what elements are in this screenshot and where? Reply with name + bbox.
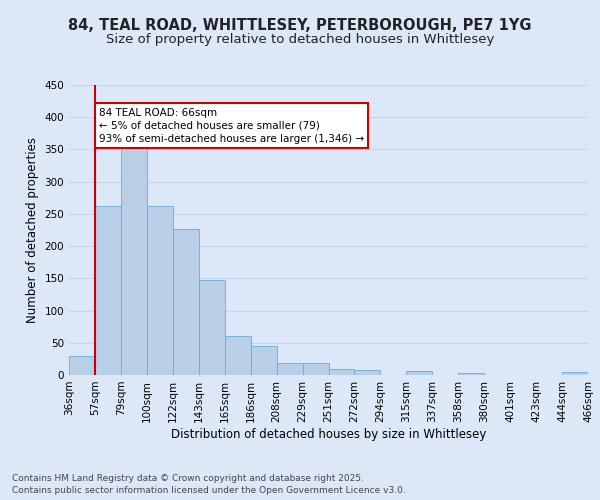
Text: 84 TEAL ROAD: 66sqm
← 5% of detached houses are smaller (79)
93% of semi-detache: 84 TEAL ROAD: 66sqm ← 5% of detached hou… xyxy=(99,108,364,144)
Bar xyxy=(95,206,121,375)
Bar xyxy=(458,373,484,375)
Bar xyxy=(199,280,224,375)
Bar xyxy=(562,372,588,375)
Bar xyxy=(406,371,432,375)
Text: 84, TEAL ROAD, WHITTLESEY, PETERBOROUGH, PE7 1YG: 84, TEAL ROAD, WHITTLESEY, PETERBOROUGH,… xyxy=(68,18,532,32)
Text: Contains HM Land Registry data © Crown copyright and database right 2025.
Contai: Contains HM Land Registry data © Crown c… xyxy=(12,474,406,495)
Bar xyxy=(355,370,380,375)
Bar xyxy=(173,230,199,375)
Y-axis label: Number of detached properties: Number of detached properties xyxy=(26,137,39,323)
Bar xyxy=(302,364,329,375)
Bar xyxy=(147,206,173,375)
Bar xyxy=(277,364,302,375)
Bar xyxy=(225,336,251,375)
Bar xyxy=(251,346,277,375)
Bar xyxy=(329,368,355,375)
Bar xyxy=(121,136,147,375)
Text: Size of property relative to detached houses in Whittlesey: Size of property relative to detached ho… xyxy=(106,32,494,46)
X-axis label: Distribution of detached houses by size in Whittlesey: Distribution of detached houses by size … xyxy=(171,428,486,440)
Bar xyxy=(69,356,95,375)
